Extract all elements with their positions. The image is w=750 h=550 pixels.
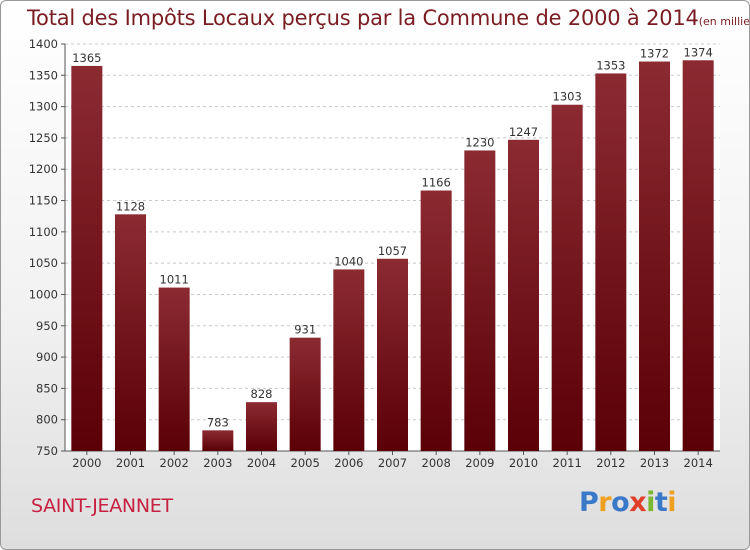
logo-letter: P (579, 487, 599, 518)
y-tick-label: 800 (36, 413, 58, 427)
y-tick-label: 1050 (29, 256, 58, 270)
bar-2005 (289, 337, 321, 451)
x-tick-label-2009: 2009 (465, 456, 494, 470)
x-tick-label-2010: 2010 (509, 456, 538, 470)
data-label-2001: 1128 (116, 199, 145, 213)
data-label-2003: 783 (207, 415, 229, 429)
bar-2010 (508, 139, 539, 451)
logo-letter: o (611, 487, 630, 518)
logo-letter: t (654, 487, 668, 518)
unit-note: (en milliers d'€) (698, 15, 750, 28)
x-tick-label-2013: 2013 (640, 456, 669, 470)
x-tick-label-2002: 2002 (160, 456, 189, 470)
x-tick-label-2005: 2005 (291, 456, 320, 470)
data-label-2000: 1365 (72, 51, 101, 65)
y-tick-label: 1250 (29, 131, 58, 145)
y-tick-label: 1300 (29, 100, 58, 114)
bar-2001 (115, 214, 146, 451)
y-tick-label: 850 (36, 381, 58, 395)
x-tick-label-2011: 2011 (553, 456, 582, 470)
data-label-2004: 828 (251, 387, 273, 401)
bar-2014 (682, 60, 714, 451)
y-tick-label: 1000 (29, 287, 58, 301)
y-tick-label: 900 (36, 350, 58, 364)
logo-letter: i (667, 487, 677, 518)
data-label-2008: 1166 (422, 176, 451, 190)
commune-name: SAINT-JEANNET (31, 495, 173, 517)
x-tick-label-2000: 2000 (72, 456, 101, 470)
bar-2006 (333, 269, 365, 451)
bar-2002 (158, 287, 190, 451)
bar-2012 (595, 73, 627, 451)
x-tick-label-2008: 2008 (422, 456, 451, 470)
data-label-2012: 1353 (596, 58, 625, 72)
bar-2008 (420, 190, 452, 451)
logo-letter: r (598, 487, 612, 518)
y-tick-label: 1200 (29, 162, 58, 176)
data-label-2014: 1374 (684, 45, 713, 59)
data-label-2009: 1230 (465, 135, 494, 149)
data-label-2002: 1011 (160, 273, 189, 287)
x-tick-label-2014: 2014 (684, 456, 713, 470)
data-label-2005: 931 (294, 323, 316, 337)
y-tick-label: 1150 (29, 194, 58, 208)
bar-2009 (464, 150, 496, 451)
data-label-2013: 1372 (640, 47, 669, 61)
x-tick-label-2006: 2006 (334, 456, 363, 470)
y-tick-label: 1100 (29, 225, 58, 239)
logo-letter: x (629, 487, 647, 518)
logo-letter: i (646, 487, 655, 518)
data-label-2007: 1057 (378, 244, 407, 258)
proxiti-logo: Proxiti (579, 487, 677, 518)
x-tick-label-2001: 2001 (116, 456, 145, 470)
x-tick-label-2007: 2007 (378, 456, 407, 470)
data-label-2011: 1303 (553, 90, 582, 104)
bar-2000 (71, 65, 103, 452)
bar-2003 (202, 430, 234, 451)
bar-2004 (246, 402, 277, 451)
x-tick-label-2012: 2012 (596, 456, 625, 470)
y-tick-label: 750 (36, 444, 58, 458)
bar-2013 (639, 61, 670, 451)
x-tick-label-2003: 2003 (203, 456, 232, 470)
data-label-2006: 1040 (334, 254, 363, 268)
chart-title-text: Total des Impôts Locaux perçus par la Co… (27, 6, 699, 30)
y-tick-label: 950 (36, 319, 58, 333)
bar-2011 (551, 104, 583, 451)
data-label-2010: 1247 (509, 125, 538, 139)
chart-title: Total des Impôts Locaux perçus par la Co… (27, 6, 750, 30)
y-tick-label: 1400 (29, 37, 58, 51)
y-tick-label: 1350 (29, 68, 58, 82)
x-tick-label-2004: 2004 (247, 456, 276, 470)
bar-2007 (377, 258, 408, 451)
